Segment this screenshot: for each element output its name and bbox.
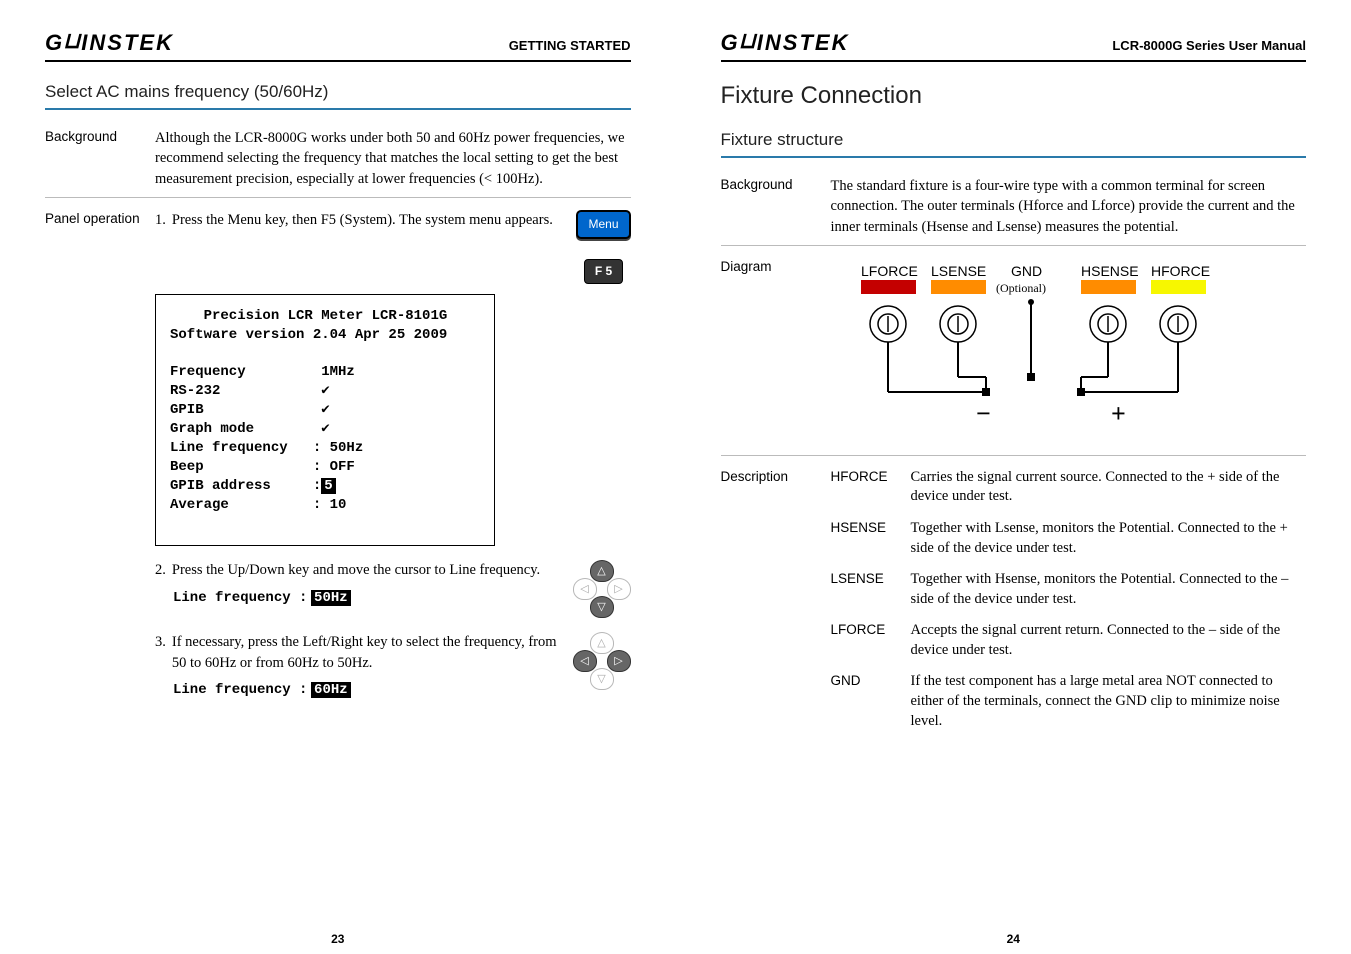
step2-mono-inv: 50Hz: [311, 590, 351, 606]
step2-text: Press the Up/Down key and move the curso…: [172, 560, 540, 580]
section-title: Select AC mains frequency (50/60Hz): [45, 82, 631, 110]
inv-addr: 5: [321, 478, 335, 494]
desc-lforce: LFORCE Accepts the signal current return…: [831, 621, 1307, 660]
lcr-screen: Precision LCR Meter LCR-8101G Software v…: [155, 294, 495, 547]
desc-name: HFORCE: [831, 468, 911, 507]
dpad-up-icon: △: [590, 560, 614, 582]
label-diagram: Diagram: [721, 258, 831, 447]
divider: [45, 197, 631, 198]
row-background: Background Although the LCR-8000G works …: [45, 128, 631, 189]
desc-gnd: GND If the test component has a large me…: [831, 672, 1307, 731]
menu-button[interactable]: Menu: [576, 210, 630, 239]
step2-num: 2.: [155, 560, 166, 580]
page-header: ⊔ LCR-8000G Series User Manual: [721, 30, 1307, 62]
text-background: The standard fixture is a four-wire type…: [831, 176, 1307, 237]
page-header: ⊔ GETTING STARTED: [45, 30, 631, 62]
dpad-leftright[interactable]: △ ▽ ◁ ▷: [573, 632, 631, 690]
desc-text: If the test component has a large metal …: [911, 672, 1307, 731]
page-right: ⊔ LCR-8000G Series User Manual Fixture C…: [676, 0, 1351, 954]
logo-lcd: ⊔: [63, 28, 81, 54]
dpad-left-icon: ◁: [573, 650, 597, 672]
sq-hsense: [1081, 280, 1136, 294]
label-gnd: GND: [1011, 263, 1042, 279]
big-title: Fixture Connection: [721, 82, 1307, 110]
label-description: Description: [721, 468, 831, 743]
dpad-down-icon: ▽: [590, 596, 614, 618]
row-step3: 3. If necessary, press the Left/Right ke…: [45, 632, 631, 700]
f5-button[interactable]: F 5: [584, 259, 623, 284]
label-background: Background: [721, 176, 831, 237]
sq-lforce: [861, 280, 916, 294]
desc-text: Accepts the signal current return. Conne…: [911, 621, 1307, 660]
desc-name: HSENSE: [831, 519, 911, 558]
plus-sign: +: [1111, 399, 1126, 428]
desc-name: LFORCE: [831, 621, 911, 660]
text-background: Although the LCR-8000G works under both …: [155, 128, 631, 189]
page-left: ⊔ GETTING STARTED Select AC mains freque…: [0, 0, 676, 954]
sq-lsense: [931, 280, 986, 294]
logo: ⊔: [45, 30, 174, 56]
step3-num: 3.: [155, 632, 166, 673]
desc-lsense: LSENSE Together with Hsense, monitors th…: [831, 570, 1307, 609]
divider: [721, 455, 1307, 456]
divider: [721, 245, 1307, 246]
dpad-right-icon: ▷: [607, 578, 631, 600]
page-number: 23: [0, 932, 676, 946]
header-title: LCR-8000G Series User Manual: [1112, 38, 1306, 53]
desc-text: Together with Hsense, monitors the Poten…: [911, 570, 1307, 609]
desc-text: Together with Lsense, monitors the Poten…: [911, 519, 1307, 558]
desc-name: GND: [831, 672, 911, 731]
desc-name: LSENSE: [831, 570, 911, 609]
step1-num: 1.: [155, 210, 166, 284]
header-title: GETTING STARTED: [509, 38, 631, 53]
body-step1: 1. Press the Menu key, then F5 (System).…: [155, 210, 631, 284]
step3-mono-inv: 60Hz: [311, 682, 351, 698]
dpad-down-icon: ▽: [590, 668, 614, 690]
row-background: Background The standard fixture is a fou…: [721, 176, 1307, 237]
fixture-diagram: LFORCE LSENSE GND (Optional) HSENSE HFOR…: [831, 262, 1251, 437]
step1-text: Press the Menu key, then F5 (System). Th…: [172, 210, 553, 284]
logo-lcd: ⊔: [739, 28, 757, 54]
label-hforce: HFORCE: [1151, 263, 1210, 279]
page-number: 24: [676, 932, 1351, 946]
logo: ⊔: [721, 30, 850, 56]
label-lsense: LSENSE: [931, 263, 986, 279]
desc-hforce: HFORCE Carries the signal current source…: [831, 468, 1307, 507]
dpad-left-icon: ◁: [573, 578, 597, 600]
row-diagram: Diagram LFORCE LSENSE GND (Optional) HSE…: [721, 258, 1307, 447]
sq-hforce: [1151, 280, 1206, 294]
label-gnd-opt: (Optional): [996, 281, 1046, 295]
desc-hsense: HSENSE Together with Lsense, monitors th…: [831, 519, 1307, 558]
dpad-right-icon: ▷: [607, 650, 631, 672]
dpad-updown[interactable]: △ ▽ ◁ ▷: [573, 560, 631, 618]
step2-mono-pre: Line frequency :: [173, 590, 307, 606]
step3-text: If necessary, press the Left/Right key t…: [172, 632, 565, 673]
step3-mono-pre: Line frequency :: [173, 682, 307, 698]
label-panel-op: Panel operation: [45, 210, 155, 284]
row-panel-op: Panel operation 1. Press the Menu key, t…: [45, 210, 631, 284]
label-hsense: HSENSE: [1081, 263, 1139, 279]
dpad-up-icon: △: [590, 632, 614, 654]
row-step2: 2. Press the Up/Down key and move the cu…: [45, 560, 631, 618]
desc-text: Carries the signal current source. Conne…: [911, 468, 1307, 507]
section-title: Fixture structure: [721, 130, 1307, 158]
label-background: Background: [45, 128, 155, 189]
row-description: Description HFORCE Carries the signal cu…: [721, 468, 1307, 743]
label-lforce: LFORCE: [861, 263, 918, 279]
minus-sign: −: [976, 399, 991, 428]
